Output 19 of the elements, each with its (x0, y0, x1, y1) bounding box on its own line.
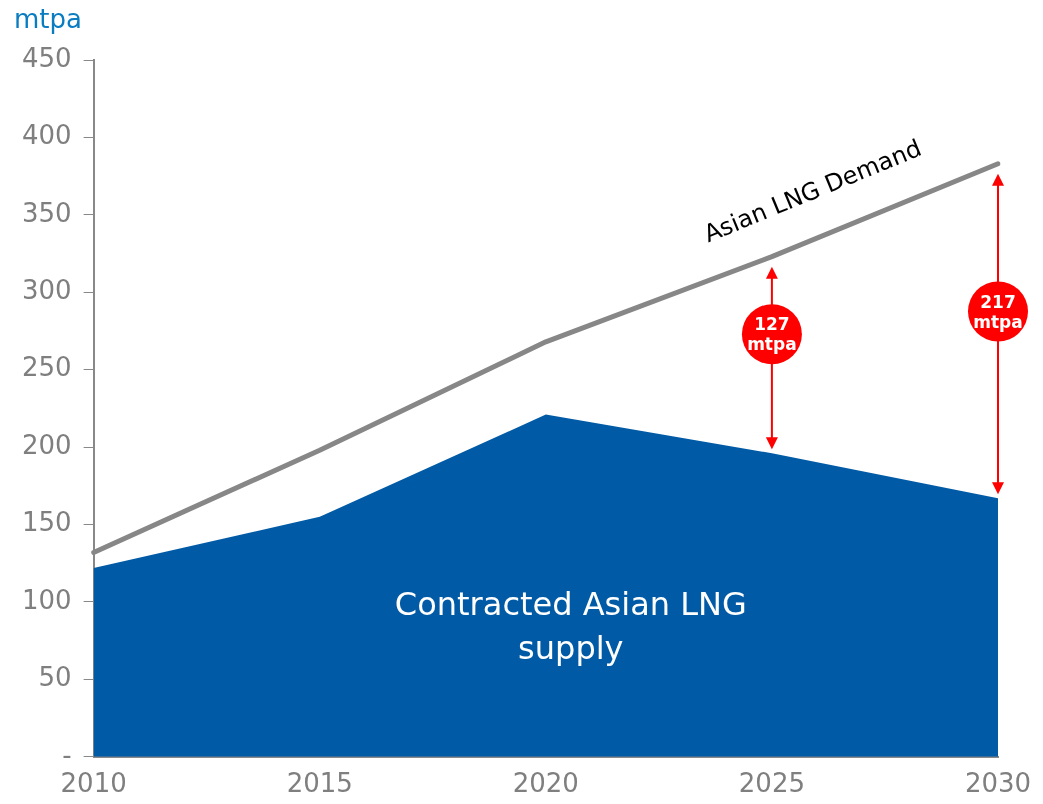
y-tick-label: 400 (21, 120, 72, 151)
series-label: Contracted Asian LNG supply (394, 584, 747, 667)
x-tick-label: 2010 (60, 768, 127, 799)
x-tick-label: 2025 (738, 768, 805, 799)
y-tick-label: 250 (21, 352, 72, 383)
x-tick-label: 2030 (964, 768, 1032, 799)
x-tick-label: 2015 (286, 768, 353, 799)
y-tick-label: 150 (21, 507, 72, 538)
y-tick-label: 50 (38, 662, 72, 693)
y-tick-label: 450 (21, 42, 72, 73)
y-tick-label: 100 (21, 584, 72, 615)
y-tick-label: 350 (21, 197, 72, 228)
y-tick-label: 300 (21, 275, 72, 306)
x-tick-label: 2020 (512, 768, 579, 799)
y-axis-title: mtpa (14, 4, 82, 34)
y-tick-label: - (62, 739, 72, 770)
y-tick-label: 200 (21, 429, 72, 460)
annotation: 127 mtpa (746, 314, 798, 355)
annotation: 217 mtpa (972, 291, 1024, 332)
